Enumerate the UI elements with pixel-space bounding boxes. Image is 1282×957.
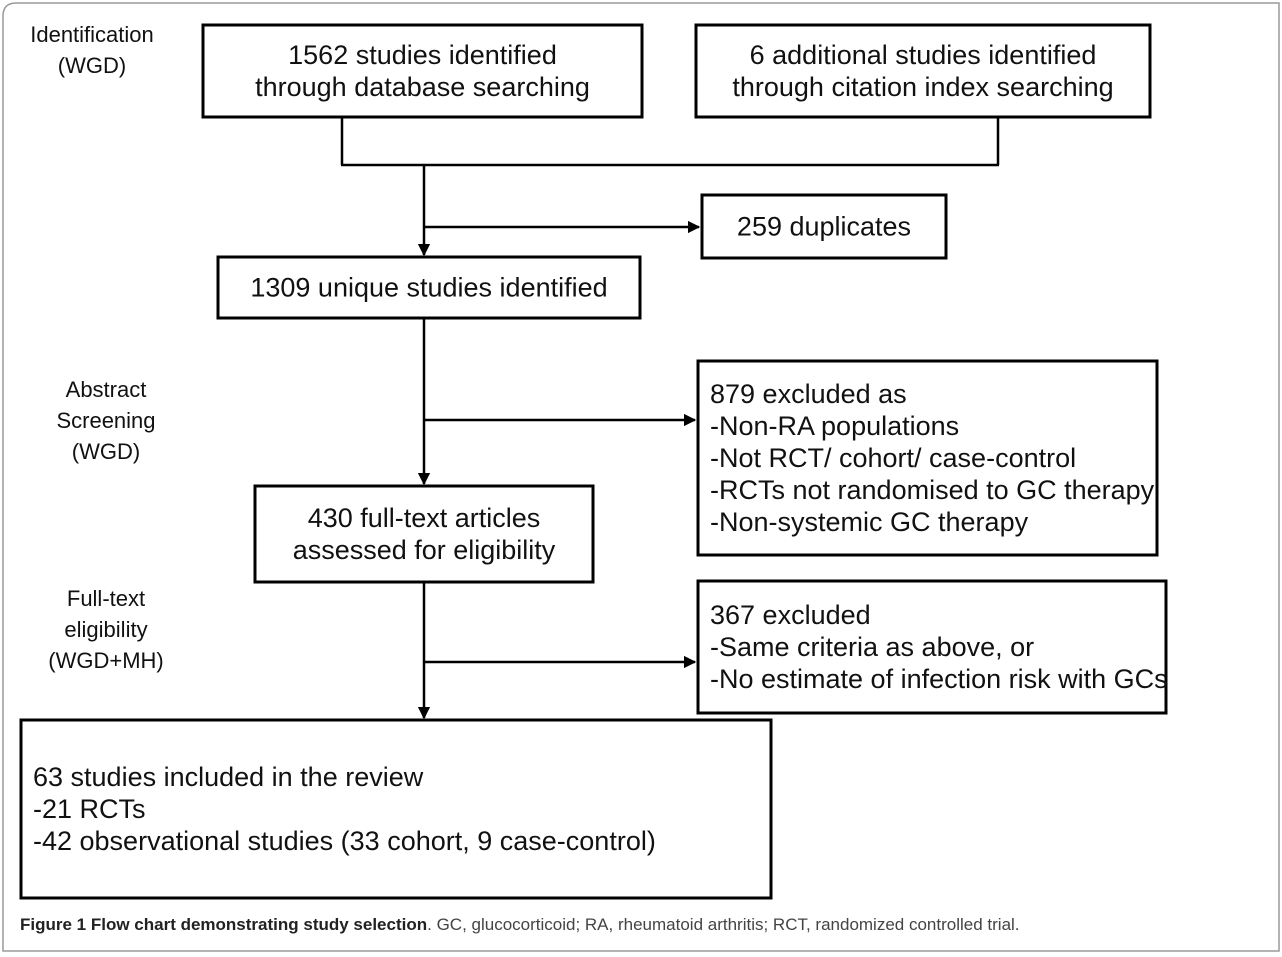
node-text: through citation index searching xyxy=(732,72,1113,102)
caption-title: Figure 1 Flow chart demonstrating study … xyxy=(20,915,427,934)
stage-label: Abstract xyxy=(66,377,147,402)
node-box xyxy=(19,718,773,900)
node-text: -RCTs not randomised to GC therapy xyxy=(710,475,1155,505)
stage-label: (WGD+MH) xyxy=(48,648,163,673)
node-box xyxy=(694,23,1152,119)
node-box xyxy=(201,23,644,119)
node-text: 259 duplicates xyxy=(737,212,911,242)
stage-label: (WGD) xyxy=(72,439,140,464)
node-text: -Same criteria as above, or xyxy=(710,632,1034,662)
flow-node: 63 studies included in the review-21 RCT… xyxy=(19,718,773,900)
node-text: -42 observational studies (33 cohort, 9 … xyxy=(33,826,656,856)
node-box xyxy=(696,359,1159,557)
connectors xyxy=(340,117,1000,720)
node-text: 6 additional studies identified xyxy=(750,40,1097,70)
node-text: 1562 studies identified xyxy=(288,40,557,70)
node-text: 1309 unique studies identified xyxy=(250,273,607,303)
node-text: 430 full-text articles xyxy=(308,503,541,533)
node-box xyxy=(696,579,1168,715)
node-text: -Not RCT/ cohort/ case-control xyxy=(710,443,1076,473)
caption: Figure 1 Flow chart demonstrating study … xyxy=(20,915,1020,934)
node-text: 63 studies included in the review xyxy=(33,762,424,792)
flow-node: 367 excluded-Same criteria as above, or-… xyxy=(696,579,1168,715)
node-text: assessed for eligibility xyxy=(293,535,556,565)
caption-text: . GC, glucocorticoid; RA, rheumatoid art… xyxy=(427,915,1019,934)
node-text: -No estimate of infection risk with GCs xyxy=(710,664,1168,694)
node-text: -Non-RA populations xyxy=(710,411,959,441)
flow-node: 259 duplicates xyxy=(700,193,948,260)
stage-label: eligibility xyxy=(64,617,147,642)
node-box xyxy=(253,484,595,584)
flow-node: 879 excluded as-Non-RA populations-Not R… xyxy=(696,359,1159,557)
node-text: 879 excluded as xyxy=(710,379,907,409)
node-text: through database searching xyxy=(255,72,590,102)
node-text: -Non-systemic GC therapy xyxy=(710,507,1029,537)
node-box xyxy=(700,193,948,260)
node-text: 367 excluded xyxy=(710,600,871,630)
stage-label: Full-text xyxy=(67,586,145,611)
node-text: -21 RCTs xyxy=(33,794,146,824)
stage-label: (WGD) xyxy=(58,53,126,78)
stage-label: Screening xyxy=(56,408,155,433)
stage-label: Identification xyxy=(30,22,154,47)
flow-node: 1309 unique studies identified xyxy=(216,255,642,320)
node-box xyxy=(216,255,642,320)
